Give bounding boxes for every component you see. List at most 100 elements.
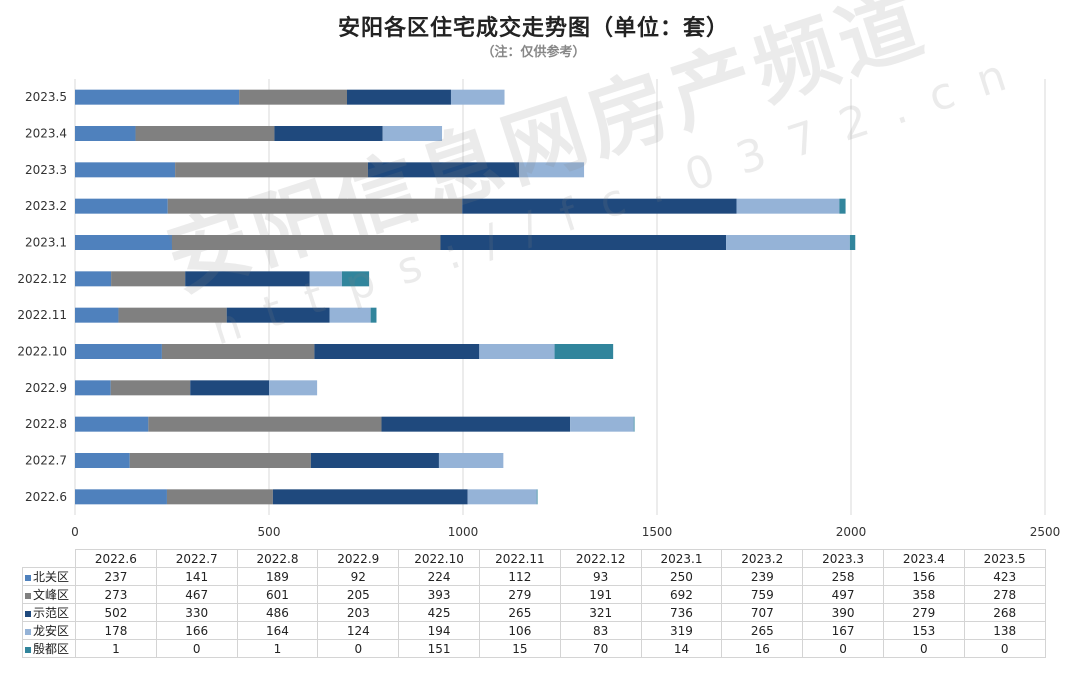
- table-column-header: 2022.12: [559, 549, 642, 568]
- table-cell: 273: [75, 585, 157, 604]
- table-cell: 191: [559, 585, 642, 604]
- legend-label: 殷都区: [33, 642, 70, 656]
- table-cell: 239: [721, 567, 804, 586]
- legend-entry: 北关区: [22, 567, 76, 586]
- legend-swatch: [25, 628, 31, 635]
- bar-segment: [75, 307, 119, 323]
- table-cell: 258: [802, 567, 884, 586]
- bar-segment: [309, 271, 342, 287]
- bar-segment: [75, 89, 240, 105]
- legend-entry: 龙安区: [22, 621, 76, 640]
- table-cell: 0: [317, 639, 400, 658]
- legend-swatch: [25, 610, 31, 617]
- bar-segment: [839, 198, 846, 214]
- x-tick-label: 1000: [448, 525, 479, 539]
- category-label: 2023.2: [25, 199, 67, 213]
- bar-segment: [633, 416, 635, 432]
- table-cell: 467: [155, 585, 238, 604]
- table-cell: 1: [236, 639, 319, 658]
- bar-segment: [175, 162, 368, 178]
- bar-segment: [381, 416, 571, 432]
- table-cell: 151: [398, 639, 480, 658]
- table-column-header: 2023.3: [802, 549, 884, 568]
- legend-label: 北关区: [33, 570, 70, 584]
- table-cell: 330: [155, 603, 238, 622]
- bar-segment: [450, 89, 505, 105]
- bar-segment: [736, 198, 840, 214]
- bar-segment: [135, 126, 275, 141]
- table-cell: 164: [236, 621, 319, 640]
- bar-segment: [269, 380, 318, 396]
- bar-segment: [172, 235, 441, 250]
- bar-segment: [438, 453, 504, 468]
- bar-segment: [185, 271, 310, 287]
- bar-segment: [272, 489, 468, 505]
- bar-segment: [329, 307, 371, 323]
- table-cell: 393: [398, 585, 480, 604]
- table-cell: 194: [398, 621, 480, 640]
- table-cell: 189: [236, 567, 319, 586]
- table-cell: 138: [963, 621, 1046, 640]
- table-cell: 16: [721, 639, 804, 658]
- table-cell: 224: [398, 567, 480, 586]
- table-cell: 0: [882, 639, 965, 658]
- table-column-header: 2022.11: [478, 549, 561, 568]
- table-cell: 0: [155, 639, 238, 658]
- table-cell: 707: [721, 603, 804, 622]
- stacked-bar-chart: 2023.5 2023.4 2023.3 2023.2 2023.1 2022.12 202…: [17, 79, 1060, 539]
- chart-subtitle: （注：仅供参考）: [481, 45, 586, 60]
- table-cell: 70: [559, 639, 642, 658]
- table-cell: 265: [721, 621, 804, 640]
- table-column-header: 2022.8: [236, 549, 319, 568]
- bar-segment: [239, 89, 347, 105]
- table-cell: 268: [963, 603, 1046, 622]
- table-cell: 1: [75, 639, 157, 658]
- bar-segment: [118, 307, 227, 323]
- table-column-header: 2022.10: [398, 549, 480, 568]
- category-label: 2023.5: [25, 90, 67, 104]
- bar-segment: [467, 489, 537, 505]
- table-column-header: 2022.9: [317, 549, 400, 568]
- legend-label: 龙安区: [33, 624, 70, 638]
- table-cell: 153: [882, 621, 965, 640]
- category-label: 2023.1: [25, 236, 67, 250]
- bar-segment: [75, 198, 168, 214]
- bar-segment: [75, 489, 167, 505]
- bar-segment: [75, 344, 162, 359]
- legend-entry: 殷都区: [22, 639, 76, 658]
- x-tick-label: 0: [71, 525, 79, 539]
- table-cell: 112: [478, 567, 561, 586]
- table-corner: [22, 549, 76, 568]
- bar-segment: [554, 344, 614, 359]
- x-tick-labels: 0 500 1000 1500 2000 2500: [71, 525, 1060, 539]
- bar-segment: [148, 416, 382, 432]
- legend-entry: 示范区: [22, 603, 76, 622]
- table-cell: 237: [75, 567, 157, 586]
- table-cell: 178: [75, 621, 157, 640]
- table-cell: 390: [802, 603, 884, 622]
- table-cell: 156: [882, 567, 965, 586]
- table-row: 殷都区 1 0 1 0 151 15 70 14 16 0 0 0: [22, 639, 1046, 658]
- bar-segment: [367, 162, 520, 178]
- table-cell: 250: [640, 567, 723, 586]
- table-cell: 279: [478, 585, 561, 604]
- table-cell: 265: [478, 603, 561, 622]
- table-cell: 205: [317, 585, 400, 604]
- table-cell: 0: [963, 639, 1046, 658]
- category-label: 2022.6: [25, 490, 67, 504]
- bar-segment: [370, 307, 377, 323]
- table-cell: 92: [317, 567, 400, 586]
- table-cell: 692: [640, 585, 723, 604]
- table-cell: 124: [317, 621, 400, 640]
- table-cell: 319: [640, 621, 723, 640]
- category-label: 2023.3: [25, 163, 67, 177]
- table-cell: 15: [478, 639, 561, 658]
- table-cell: 321: [559, 603, 642, 622]
- table-cell: 83: [559, 621, 642, 640]
- bar-segment: [226, 307, 330, 323]
- table-header-row: 2022.6 2022.7 2022.8 2022.9 2022.10 2022.11 20…: [22, 549, 1046, 568]
- bar-segment: [274, 126, 383, 141]
- x-tick-label: 2500: [1030, 525, 1061, 539]
- table-cell: 486: [236, 603, 319, 622]
- table-cell: 278: [963, 585, 1046, 604]
